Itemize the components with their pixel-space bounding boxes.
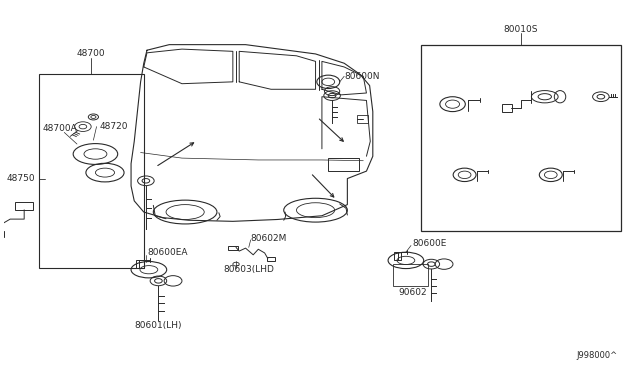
Bar: [357, 115, 369, 123]
Bar: [394, 252, 401, 260]
Text: 80602M: 80602M: [251, 234, 287, 243]
Text: 48700A: 48700A: [43, 124, 77, 133]
Text: J998000^: J998000^: [577, 351, 618, 360]
Text: 48720: 48720: [100, 122, 128, 131]
Bar: [420, 45, 621, 231]
Text: 80601(LH): 80601(LH): [134, 321, 182, 330]
Bar: [328, 158, 359, 171]
Bar: [502, 104, 512, 112]
Bar: [15, 202, 33, 210]
Bar: [0, 231, 4, 237]
Text: 80600E: 80600E: [412, 239, 447, 248]
Text: 80600N: 80600N: [345, 72, 380, 81]
Text: 48750: 48750: [7, 174, 36, 183]
Bar: [393, 264, 428, 286]
Text: 90602: 90602: [398, 288, 427, 296]
Text: 80600EA: 80600EA: [148, 248, 188, 257]
Text: 48700: 48700: [77, 49, 106, 58]
Bar: [228, 246, 238, 250]
Bar: [268, 257, 275, 261]
Text: 80010S: 80010S: [504, 25, 538, 34]
Bar: [39, 74, 144, 268]
Text: 80603(LHD: 80603(LHD: [223, 265, 274, 274]
Bar: [136, 260, 144, 268]
